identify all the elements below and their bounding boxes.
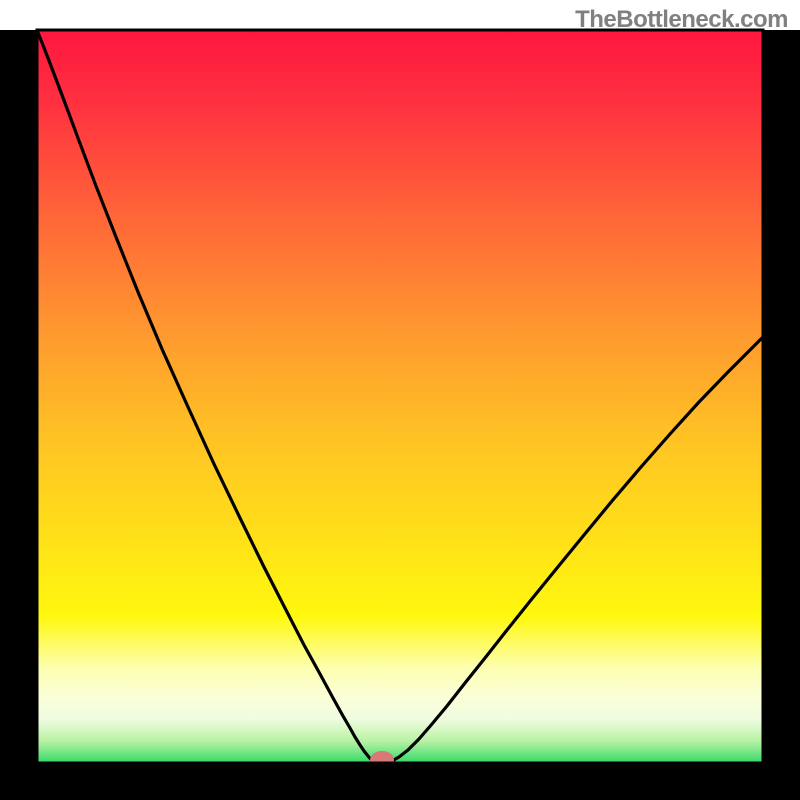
bottleneck-chart [0, 0, 800, 800]
chart-gradient-background [37, 30, 763, 763]
watermark-text: TheBottleneck.com [575, 6, 788, 34]
